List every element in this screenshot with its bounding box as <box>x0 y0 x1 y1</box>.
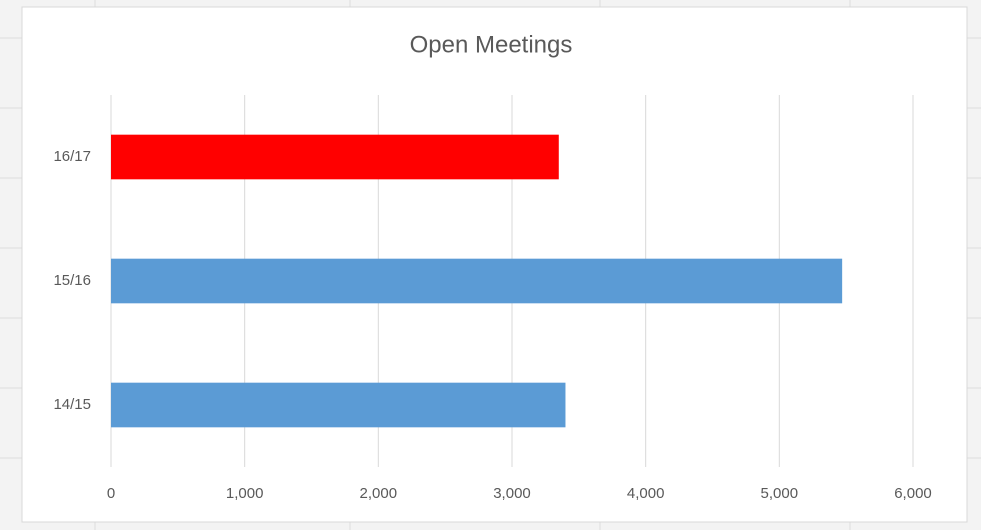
x-tick-label: 2,000 <box>360 485 398 502</box>
x-tick-label: 6,000 <box>894 485 932 502</box>
bar <box>111 382 566 428</box>
x-tick-label: 1,000 <box>226 485 264 502</box>
x-tick-label: 0 <box>107 485 115 502</box>
x-tick-label: 5,000 <box>761 485 799 502</box>
x-tick-label: 3,000 <box>493 485 531 502</box>
chart-title: Open Meetings <box>410 31 573 58</box>
x-tick-label: 4,000 <box>627 485 665 502</box>
y-tick-label: 16/17 <box>53 148 91 165</box>
y-tick-label: 15/16 <box>53 272 91 289</box>
y-tick-label: 14/15 <box>53 396 91 413</box>
bar <box>111 134 559 180</box>
bar <box>111 258 843 304</box>
